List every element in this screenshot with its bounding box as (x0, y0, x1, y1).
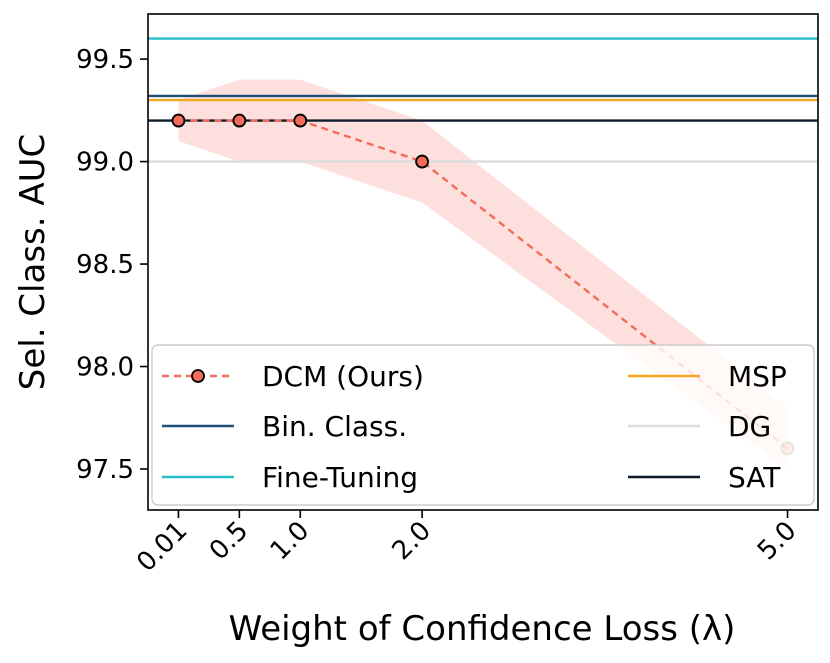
legend-label-msp: MSP (728, 360, 787, 393)
y-tick-label: 97.5 (76, 455, 134, 485)
x-tick-label: 2.0 (387, 516, 437, 566)
x-tick-label: 1.0 (265, 516, 315, 566)
legend-label-dg: DG (728, 410, 771, 443)
legend-marker-dcm-ours (191, 369, 205, 383)
x-axis-label: Weight of Confidence Loss (λ) (229, 609, 736, 649)
dcm-data-point (293, 113, 308, 128)
y-tick-label: 99.0 (76, 148, 134, 178)
y-axis-label: Sel. Class. AUC (13, 134, 53, 391)
legend-box (151, 344, 815, 506)
legend-label-bin-class: Bin. Class. (262, 410, 407, 443)
plot-area (148, 37, 818, 470)
legend-label-dcm-ours: DCM (Ours) (262, 360, 424, 393)
y-axis: 97.5 98.0 98.5 99.0 99.5 (76, 45, 148, 485)
y-tick-label: 98.5 (76, 250, 134, 280)
legend-label-sat: SAT (728, 461, 781, 494)
dcm-data-point (415, 154, 429, 169)
plot-frame (147, 13, 819, 511)
dcm-data-point (171, 113, 186, 128)
x-tick-label: 0.5 (204, 516, 254, 566)
x-axis: 0.01 0.5 1.0 2.0 5.0 (131, 510, 802, 578)
dcm-data-point (232, 113, 247, 128)
legend-label-fine-tuning: Fine-Tuning (262, 461, 418, 494)
legend: DCM (Ours) Bin. Class. Fine-Tuning MSP DG SAT (151, 344, 815, 506)
y-tick-label: 99.5 (76, 45, 134, 75)
y-tick-label: 98.0 (76, 353, 134, 383)
x-tick-label: 0.01 (131, 516, 193, 578)
x-tick-label: 5.0 (752, 516, 802, 566)
